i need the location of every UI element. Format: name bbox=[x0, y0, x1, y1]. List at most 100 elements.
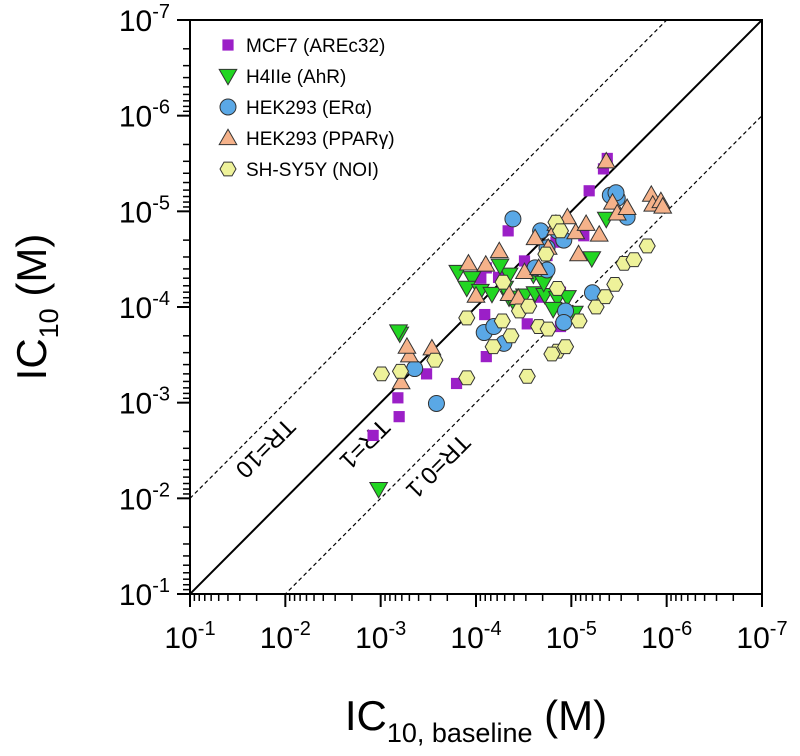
data-point bbox=[566, 222, 586, 240]
data-point bbox=[582, 251, 602, 269]
data-point bbox=[458, 310, 476, 326]
data-point bbox=[502, 328, 520, 344]
y-tick-label: 10-2 bbox=[119, 479, 170, 516]
data-point bbox=[502, 225, 514, 237]
data-point bbox=[557, 290, 578, 308]
data-point bbox=[589, 224, 609, 242]
y-axis-title: IC10 (M) bbox=[8, 234, 64, 381]
legend: MCF7 (AREc32) H4IIe (AhR) HEK293 (ERα) HEK2… bbox=[218, 36, 395, 181]
reference-line-label: TR=0.1 bbox=[400, 428, 475, 503]
data-point bbox=[539, 321, 557, 337]
data-point bbox=[596, 289, 614, 305]
data-point bbox=[578, 230, 590, 242]
x-tick-label: 10-4 bbox=[450, 618, 501, 655]
data-point bbox=[489, 241, 509, 259]
data-point bbox=[597, 163, 610, 175]
data-point bbox=[392, 392, 404, 404]
data-point bbox=[518, 255, 531, 267]
data-point bbox=[521, 318, 533, 330]
data-point bbox=[606, 276, 624, 292]
data-point bbox=[493, 313, 511, 329]
legend-marker bbox=[218, 68, 238, 86]
data-point bbox=[576, 213, 596, 231]
reference-line-TR=1 bbox=[190, 20, 762, 594]
data-point bbox=[514, 262, 535, 280]
data-point bbox=[570, 313, 588, 329]
data-point bbox=[504, 210, 522, 228]
series-3 bbox=[391, 151, 673, 390]
legend-entry: H4IIe (AhR) bbox=[246, 67, 346, 88]
x-tick-label: 10-3 bbox=[355, 618, 406, 655]
data-point bbox=[529, 258, 549, 275]
legend-marker bbox=[219, 98, 237, 116]
legend-entry: SH-SY5Y (NOI) bbox=[246, 160, 379, 181]
data-point bbox=[462, 271, 482, 289]
data-point bbox=[476, 254, 496, 272]
data-point bbox=[427, 394, 445, 412]
data-point bbox=[420, 368, 433, 380]
data-point bbox=[556, 339, 575, 355]
data-point bbox=[555, 313, 573, 331]
legend-entry: HEK293 (ERα) bbox=[246, 98, 372, 119]
legend-entry: MCF7 (AREc32) bbox=[246, 36, 385, 57]
data-point bbox=[372, 366, 391, 382]
axes-layer: 10-1 10-2 10-3 10-4 10-5 10-6 10-7 10-7 10-6 10-5… bbox=[119, 1, 788, 655]
data-point bbox=[596, 151, 616, 169]
data-point bbox=[484, 339, 502, 355]
data-point bbox=[475, 272, 487, 284]
data-point bbox=[450, 377, 463, 390]
data-point bbox=[583, 185, 595, 197]
x-axis-title: IC10, baseline (M) bbox=[345, 692, 607, 748]
data-point bbox=[480, 351, 492, 363]
data-point bbox=[518, 368, 536, 384]
x-tick-label: 10-2 bbox=[260, 618, 311, 655]
data-point bbox=[520, 298, 538, 314]
legend-entry: HEK293 (PPARγ) bbox=[246, 129, 395, 150]
data-point bbox=[543, 346, 561, 362]
axis-labels: IC10, baseline (M) IC10 (M) bbox=[8, 234, 607, 748]
data-point bbox=[422, 338, 442, 356]
reference-line-TR=10 bbox=[190, 20, 668, 499]
data-point bbox=[625, 252, 643, 268]
data-point bbox=[391, 372, 411, 390]
data-point bbox=[399, 345, 420, 363]
data-point bbox=[537, 246, 555, 262]
data-point bbox=[482, 286, 502, 304]
y-tick-label: 10-6 bbox=[119, 97, 170, 134]
data-point bbox=[458, 253, 479, 271]
data-point bbox=[367, 429, 379, 442]
legend-marker bbox=[219, 161, 237, 177]
x-tick-label: 10-7 bbox=[736, 618, 787, 655]
reference-line-label: TR=1 bbox=[334, 413, 395, 474]
data-point bbox=[368, 481, 389, 499]
y-tick-label: 10-4 bbox=[119, 288, 170, 325]
x-tick-label: 10-5 bbox=[546, 618, 597, 655]
data-point bbox=[490, 258, 510, 276]
series-4 bbox=[372, 214, 656, 386]
data-point bbox=[494, 274, 512, 290]
data-point bbox=[393, 411, 405, 423]
y-tick-label: 10-3 bbox=[119, 384, 170, 421]
data-point bbox=[466, 285, 486, 303]
data-point bbox=[458, 370, 476, 386]
data-points bbox=[367, 151, 673, 499]
data-point bbox=[426, 352, 444, 368]
data-point bbox=[388, 324, 409, 342]
y-tick-label: 10-7 bbox=[119, 1, 170, 38]
y-tick-label: 10-5 bbox=[119, 192, 170, 229]
data-point bbox=[548, 281, 566, 296]
legend-marker bbox=[222, 39, 234, 51]
data-point bbox=[525, 228, 545, 246]
data-point bbox=[551, 223, 570, 239]
data-point bbox=[391, 363, 410, 379]
data-point bbox=[406, 360, 424, 378]
legend-marker bbox=[218, 128, 238, 146]
data-point bbox=[479, 308, 491, 321]
data-point bbox=[568, 244, 589, 262]
data-point bbox=[638, 238, 656, 254]
x-tick-label: 10-6 bbox=[641, 618, 692, 655]
x-tick-label: 10-1 bbox=[164, 618, 215, 655]
data-point bbox=[397, 336, 417, 354]
y-tick-label: 10-1 bbox=[119, 575, 170, 612]
data-point bbox=[617, 198, 637, 215]
